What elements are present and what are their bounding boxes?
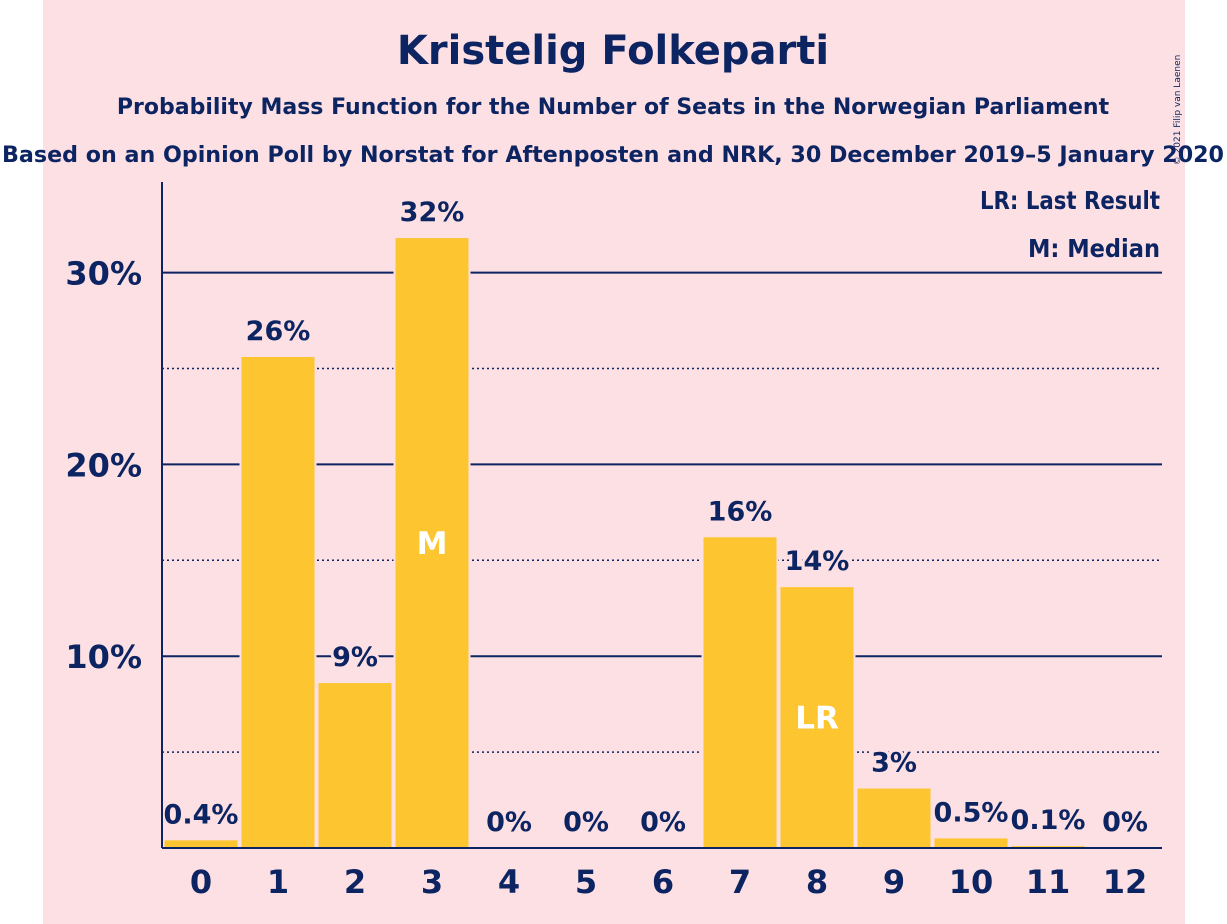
data-label: 0.1% <box>1011 805 1086 836</box>
y-tick-label: 10% <box>65 638 142 676</box>
x-tick-label: 1 <box>267 863 289 901</box>
x-tick-label: 12 <box>1103 863 1148 901</box>
bar-seats-3 <box>395 238 469 849</box>
x-tick-label: 7 <box>729 863 751 901</box>
data-label: 16% <box>708 496 773 527</box>
bars <box>162 236 1087 849</box>
bar-halo <box>1009 844 1087 848</box>
x-tick-label: 9 <box>883 863 905 901</box>
bar-seats-7 <box>703 537 777 848</box>
data-label: 3% <box>871 748 917 779</box>
bar-seats-9 <box>857 788 931 848</box>
median-marker: M <box>417 526 448 562</box>
bar-seats-0 <box>164 840 238 848</box>
chart-title: Kristelig Folkeparti <box>397 28 829 74</box>
legend-median: M: Median <box>1028 234 1160 263</box>
x-tick-label: 5 <box>575 863 597 901</box>
chart-subtitle-source: Based on an Opinion Poll by Norstat for … <box>2 143 1224 168</box>
data-label: 0.5% <box>934 797 1009 828</box>
x-tick-label: 3 <box>421 863 443 901</box>
x-tick-label: 11 <box>1026 863 1071 901</box>
copyright-notice: © 2021 Filip van Laenen <box>1173 55 1183 166</box>
x-tick-label: 2 <box>344 863 366 901</box>
gridlines <box>162 271 1162 753</box>
data-label: 32% <box>400 197 465 228</box>
data-label: 0% <box>640 807 686 838</box>
chart-background <box>43 0 1185 924</box>
x-tick-label: 8 <box>806 863 828 901</box>
y-tick-label: 30% <box>65 255 142 293</box>
bar-seats-2 <box>318 683 392 848</box>
bar-seats-10 <box>934 838 1008 848</box>
data-label: 26% <box>246 316 311 347</box>
data-label: 14% <box>785 546 850 577</box>
data-label: 0.4% <box>164 799 239 830</box>
y-tick-label: 20% <box>65 446 142 484</box>
chart-subtitle: Probability Mass Function for the Number… <box>117 95 1110 120</box>
x-tick-label: 10 <box>949 863 994 901</box>
data-label: 0% <box>1102 807 1148 838</box>
last-result-marker: LR <box>795 701 839 737</box>
data-label: 9% <box>332 642 378 673</box>
bar-seats-8 <box>780 587 854 848</box>
x-tick-label: 0 <box>190 863 212 901</box>
legend-last-result: LR: Last Result <box>980 186 1160 215</box>
data-label: 0% <box>563 807 609 838</box>
data-labels: 0.4% 26% 9% 32% 0% 0% 0% 16% 14% 3% 0.5% 0.1% 0% M LR <box>161 194 1151 841</box>
x-tick-label: 6 <box>652 863 674 901</box>
x-tick-label: 4 <box>498 863 520 901</box>
data-label: 0% <box>486 807 532 838</box>
bar-seats-1 <box>241 356 315 848</box>
